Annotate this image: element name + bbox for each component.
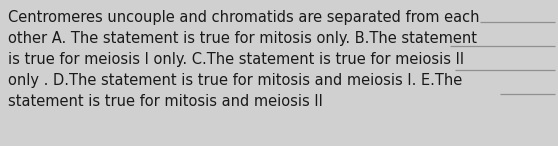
- Text: Centromeres uncouple and chromatids are separated from each
other A. The stateme: Centromeres uncouple and chromatids are …: [8, 10, 479, 109]
